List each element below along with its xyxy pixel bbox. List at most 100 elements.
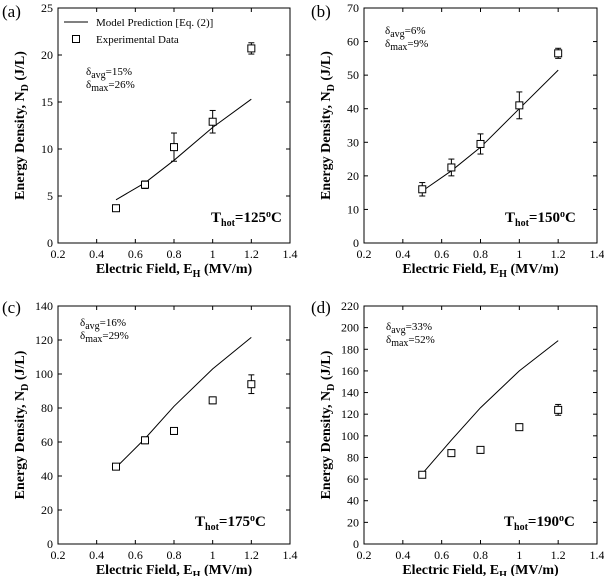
x-tick-label: 1.2 (244, 548, 259, 562)
y-tick-label: 0 (47, 537, 53, 551)
x-tick-label: 0.4 (89, 548, 104, 562)
square-marker (447, 449, 456, 458)
square-marker (112, 204, 120, 213)
x-tick-label: 1.2 (551, 548, 566, 562)
square-marker (170, 426, 178, 435)
y-tick-label: 180 (341, 342, 359, 356)
x-tick-label: 1 (516, 247, 522, 261)
y-tick-label: 0 (47, 236, 53, 250)
x-axis-title: Electric Field, EH (MV/m) (96, 262, 253, 280)
square-marker (247, 380, 256, 389)
model-prediction-line (421, 340, 559, 475)
y-axis-title: Energy Density, ND (J/L) (13, 350, 31, 499)
legend-experimental-label: Experimental Data (96, 34, 179, 46)
y-tick-label: 160 (341, 364, 359, 378)
square-marker (476, 139, 485, 148)
temperature-annotation: Thot=190oC (504, 513, 575, 533)
x-tick-label: 0.6 (434, 247, 449, 261)
legend: Model Prediction [Eq. (2)] Experimental D… (64, 17, 213, 46)
square-marker (554, 49, 563, 58)
square-marker (418, 185, 427, 194)
y-tick-label: 20 (347, 169, 359, 183)
y-tick-label: 40 (347, 494, 359, 508)
experimental-point (447, 158, 456, 177)
x-tick-label: 0.8 (167, 247, 182, 261)
square-marker (447, 163, 456, 172)
y-tick-label: 15 (41, 95, 53, 109)
experimental-point (247, 374, 256, 395)
square-marker (476, 445, 485, 454)
experimental-point (208, 396, 217, 405)
y-tick-label: 70 (347, 1, 359, 15)
y-tick-label: 0 (353, 236, 359, 250)
x-tick-label: 0.2 (357, 548, 372, 562)
experimental-point (418, 470, 427, 479)
delta-max-annotation: δmax=29% (80, 330, 129, 345)
experimental-point (112, 462, 120, 471)
experimental-point (247, 42, 256, 55)
square-marker (112, 462, 120, 471)
square-marker (141, 436, 149, 445)
x-tick-label: 1 (516, 548, 522, 562)
x-axis-title: Electric Field, EH (MV/m) (402, 262, 559, 280)
x-tick-label: 1.4 (590, 548, 604, 562)
experimental-point (476, 445, 485, 454)
y-tick-label: 100 (35, 367, 53, 381)
y-axis-title: Energy Density, ND (J/L) (319, 350, 337, 499)
legend-model-label: Model Prediction [Eq. (2)] (96, 17, 213, 29)
x-tick-label: 1.4 (590, 247, 604, 261)
y-tick-label: 140 (35, 299, 53, 313)
y-tick-label: 60 (347, 472, 359, 486)
delta-avg-annotation: δavg=15% (86, 66, 132, 81)
x-tick-label: 0.8 (167, 548, 182, 562)
y-tick-label: 40 (347, 102, 359, 116)
y-tick-label: 40 (41, 469, 53, 483)
x-tick-label: 0.6 (128, 247, 143, 261)
experimental-point (515, 423, 524, 432)
square-marker (170, 143, 178, 152)
x-tick-label: 1.2 (244, 247, 259, 261)
y-tick-label: 5 (47, 189, 53, 203)
temperature-annotation: Thot=175oC (195, 513, 266, 533)
y-tick-label: 20 (41, 503, 53, 517)
experimental-point (515, 91, 524, 120)
panel-a: 0.2 0.4 0.6 0.8 1 1.2 1.4 0 5 10 15 20 25 Electric Fi… (13, 1, 298, 280)
panel-label: (c) (2, 298, 21, 317)
y-tick-label: 60 (41, 435, 53, 449)
y-tick-label: 20 (347, 515, 359, 529)
experimental-point (170, 132, 178, 162)
square-marker (208, 117, 217, 126)
y-tick-label: 220 (341, 299, 359, 313)
square-marker (208, 396, 217, 405)
model-prediction-line (422, 69, 559, 192)
x-tick-label: 1.4 (283, 247, 298, 261)
temperature-annotation: Thot=125oC (211, 209, 282, 229)
y-tick-label: 30 (347, 135, 359, 149)
x-tick-label: 0.6 (434, 548, 449, 562)
x-tick-label: 0.4 (89, 247, 104, 261)
y-tick-label: 140 (341, 386, 359, 400)
y-axis-title: Energy Density, ND (J/L) (13, 51, 31, 200)
panel-label: (b) (311, 2, 331, 21)
model-prediction-line (115, 337, 252, 468)
panel-d: 0.2 0.4 0.6 0.8 1 1.2 1.4 0 20 40 60 80 100 120 140 160… (319, 299, 604, 576)
y-tick-label: 50 (347, 68, 359, 82)
x-tick-label: 0.2 (51, 548, 66, 562)
experimental-point (418, 182, 427, 197)
x-tick-label: 0.4 (395, 247, 410, 261)
y-tick-label: 80 (347, 450, 359, 464)
experimental-point (141, 436, 149, 445)
experimental-point (170, 426, 178, 435)
y-tick-label: 25 (41, 1, 53, 15)
y-tick-label: 80 (41, 401, 53, 415)
square-marker (247, 44, 256, 53)
panel-label: (d) (311, 298, 331, 317)
panel-b: 0.2 0.4 0.6 0.8 1 1.2 1.4 0 10 20 30 40 50 60 70 Electr… (319, 1, 604, 280)
square-marker (515, 101, 524, 110)
x-tick-label: 0.4 (395, 548, 410, 562)
y-axis-title: Energy Density, ND (J/L) (319, 51, 337, 200)
square-marker (418, 470, 427, 479)
x-tick-label: 1 (210, 548, 216, 562)
panel-label: (a) (2, 2, 21, 21)
